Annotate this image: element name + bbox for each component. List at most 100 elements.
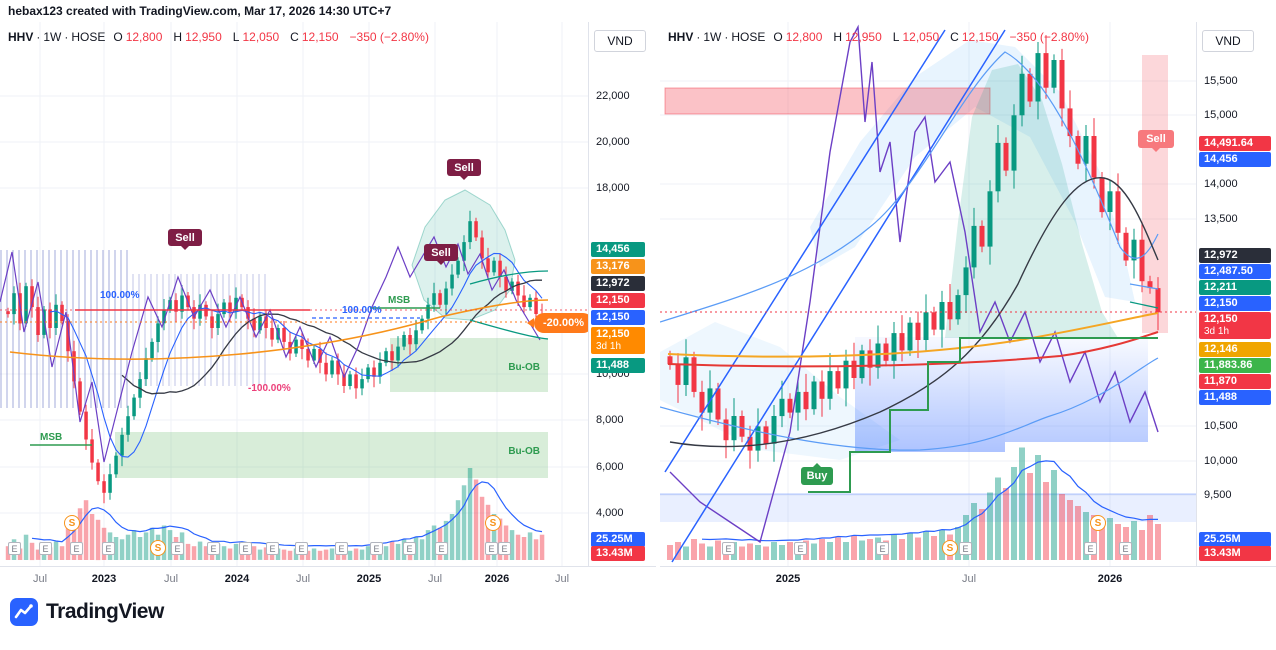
price-badge: 12,150: [1199, 296, 1271, 311]
earnings-marker[interactable]: E: [102, 542, 115, 555]
price-badge: 13.43M: [591, 546, 645, 561]
earnings-marker[interactable]: E: [876, 542, 889, 555]
symbol-name[interactable]: HHV: [8, 30, 34, 44]
order-block-zone[interactable]: [115, 432, 548, 478]
price-badge-value: 12,487.50: [1204, 265, 1253, 277]
upper-band-line: [660, 51, 1159, 323]
split-marker[interactable]: S: [1090, 515, 1106, 531]
earnings-marker[interactable]: E: [403, 542, 416, 555]
interval-label[interactable]: 1W: [43, 30, 62, 44]
trendline[interactable]: [671, 29, 1006, 563]
earnings-marker[interactable]: E: [335, 542, 348, 555]
split-marker[interactable]: S: [150, 540, 166, 556]
earnings-marker[interactable]: E: [794, 542, 807, 555]
price-badge-value: 12,150: [596, 294, 630, 306]
earnings-marker[interactable]: E: [722, 542, 735, 555]
earnings-marker[interactable]: E: [266, 542, 279, 555]
price-badge: 14,456: [591, 242, 645, 257]
price-badge: 25.25M: [1199, 532, 1271, 547]
legend-separator: ·: [64, 30, 69, 44]
low-label: L: [232, 30, 240, 44]
price-badge: 13.43M: [1199, 546, 1271, 561]
price-badge-value: 11,870: [1204, 375, 1238, 387]
earnings-marker[interactable]: E: [207, 542, 220, 555]
volume-ma-line: [701, 460, 1158, 542]
price-badge-value: 14,456: [596, 243, 630, 255]
lower-band-line: [660, 357, 1159, 451]
interval-label[interactable]: 1W: [703, 30, 722, 44]
left-zones: [0, 189, 548, 478]
time-axis[interactable]: Jul 2023 Jul 2024 Jul 2025 Jul 2026 Jul: [0, 566, 656, 592]
change-callout[interactable]: -20.00%: [534, 313, 588, 333]
close-value: 12,150: [301, 30, 339, 44]
trendline[interactable]: [664, 29, 946, 473]
right-plot-area[interactable]: HHV · 1W · HOSE O 12,800 H 12,950 L 12,050 …: [660, 22, 1196, 566]
earnings-marker[interactable]: E: [295, 542, 308, 555]
attribution-text: hebax123 created with TradingView.com, M…: [8, 4, 392, 18]
close-label: C: [950, 30, 959, 44]
price-badge: 12,150: [591, 310, 645, 325]
close-value: 12,150: [961, 30, 999, 44]
earnings-marker[interactable]: E: [70, 542, 83, 555]
trend-fill-zone: [945, 64, 1118, 338]
time-tick: Jul: [554, 573, 570, 585]
buy-signal-label[interactable]: Buy: [801, 467, 833, 485]
price-badge-value: 13,176: [596, 260, 630, 272]
price-tick: 15,000: [1204, 109, 1238, 121]
time-axis[interactable]: 2025 Jul 2026: [660, 566, 1276, 592]
earnings-marker[interactable]: E: [498, 542, 511, 555]
earnings-marker[interactable]: E: [8, 542, 21, 555]
earnings-marker[interactable]: E: [435, 542, 448, 555]
sell-signal-label[interactable]: Sell: [1138, 130, 1174, 148]
time-tick: 2025: [775, 573, 801, 585]
split-marker[interactable]: S: [64, 515, 80, 531]
time-tick: 2026: [484, 573, 510, 585]
price-tick: 22,000: [596, 90, 630, 102]
symbol-name[interactable]: HHV: [668, 30, 694, 44]
left-plot-area[interactable]: 100.00% 100.00% -100.00% MSB MSB Bu-OB B…: [0, 22, 588, 566]
time-tick: 2026: [1097, 573, 1123, 585]
earnings-marker[interactable]: E: [370, 542, 383, 555]
earnings-marker[interactable]: E: [39, 542, 52, 555]
sell-signal-label[interactable]: Sell: [168, 229, 202, 246]
currency-label: VND: [1202, 30, 1254, 52]
high-label: H: [173, 30, 183, 44]
symbol-legend: HHV · 1W · HOSE O 12,800 H 12,950 L 12,050 …: [668, 30, 1092, 44]
earnings-marker[interactable]: E: [239, 542, 252, 555]
earnings-marker[interactable]: E: [171, 542, 184, 555]
sell-zone-band: [1142, 55, 1168, 333]
earnings-marker[interactable]: E: [485, 542, 498, 555]
price-badge: 14,456: [1199, 152, 1271, 167]
indicator-bars-zone: [132, 274, 267, 386]
price-badge-value: 12,150: [596, 311, 630, 323]
price-tick: 10,000: [1204, 455, 1238, 467]
earnings-marker[interactable]: E: [959, 542, 972, 555]
resistance-zone[interactable]: [664, 87, 991, 115]
green-level-line: [1129, 301, 1159, 309]
price-badge: 12,972: [591, 276, 645, 291]
price-badge-value: 12,150: [1204, 313, 1238, 325]
split-marker[interactable]: S: [942, 540, 958, 556]
red-ma-line: [667, 331, 1159, 368]
indicator-bars-zone: [0, 250, 132, 408]
earnings-marker[interactable]: E: [1084, 542, 1097, 555]
sell-signal-label[interactable]: Sell: [424, 244, 458, 261]
earnings-marker[interactable]: E: [1119, 542, 1132, 555]
split-marker[interactable]: S: [485, 515, 501, 531]
right-chart-canvas[interactable]: [660, 22, 1196, 566]
sell-signal-label[interactable]: Sell: [447, 159, 481, 176]
price-badge: 13,176: [591, 259, 645, 274]
tradingview-logo[interactable]: TradingView: [10, 598, 164, 626]
left-chart-canvas[interactable]: 100.00% 100.00% -100.00% MSB MSB Bu-OB B…: [0, 22, 588, 566]
teal-span-line: [469, 319, 549, 340]
fib-100-label: 100.00%: [342, 305, 382, 316]
price-badge: 12,150 3d 1h: [591, 327, 645, 354]
price-tick: 6,000: [596, 461, 624, 473]
price-badge: 12,211: [1199, 280, 1271, 295]
price-tick: 20,000: [596, 136, 630, 148]
price-axis[interactable]: VND 15,500 15,000 14,000 13,500 10,500 10,000…: [1196, 22, 1276, 566]
high-value: 12,950: [845, 30, 882, 44]
price-badge-value: 12,211: [1204, 281, 1238, 293]
msb-label: MSB: [388, 295, 410, 306]
price-axis[interactable]: VND 22,000 20,000 18,000 10,000 8,000 6,000 4,…: [588, 22, 656, 566]
